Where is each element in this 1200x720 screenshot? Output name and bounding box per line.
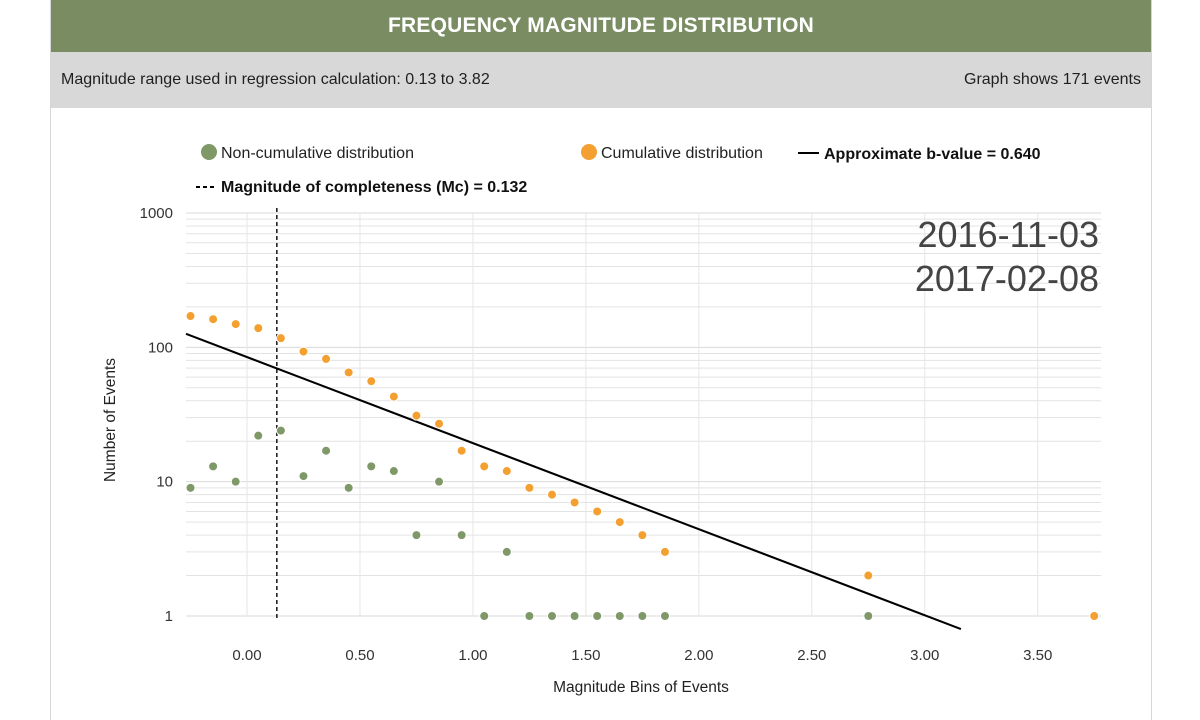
noncum-point [253,430,264,441]
cum-point [479,461,490,472]
legend-mc-label: Magnitude of completeness (Mc) = 0.132 [221,179,527,196]
cum-point [637,530,648,541]
x-tick-label: 3.50 [1023,647,1052,664]
cum-point [1089,611,1100,621]
noncum-point [592,611,603,621]
cum-point [208,314,219,325]
x-tick-label: 3.00 [910,647,939,664]
noncum-point [343,482,354,493]
x-tick-label: 2.50 [797,647,826,664]
y-tick-label: 1000 [140,205,173,222]
legend: Non-cumulative distribution Cumulative d… [196,144,1041,196]
noncum-point [388,466,399,477]
chart-panel: FREQUENCY MAGNITUDE DISTRIBUTION Magnitu… [50,0,1152,720]
y-tick-label: 1 [165,608,173,625]
noncum-point [298,471,309,482]
legend-noncum-marker [201,144,217,160]
info-bar: Magnitude range used in regression calcu… [51,52,1151,108]
cum-point [411,410,422,421]
noncum-point [569,611,580,621]
date-start: 2016-11-03 [918,214,1099,255]
noncum-point [501,546,512,557]
cum-series [185,311,1100,621]
noncum-point [230,476,241,487]
frequency-magnitude-chart: 0.00 0.50 1.00 1.50 2.00 2.50 3.00 3.50 1 10 100 10… [102,144,1101,696]
x-tick-label: 1.00 [458,647,487,664]
x-tick-label: 1.50 [571,647,600,664]
cum-point [366,376,377,387]
x-tick-label: 2.00 [684,647,713,664]
cum-point [388,391,399,402]
cum-point [230,319,241,330]
noncum-series [185,425,874,621]
cum-point [456,445,467,456]
cum-point [614,517,625,528]
cum-point [275,333,286,344]
noncum-point [456,530,467,541]
cum-point [298,346,309,357]
noncum-point [208,461,219,472]
x-tick-label: 0.00 [232,647,261,664]
noncum-point [863,611,874,621]
cum-point [569,497,580,508]
cum-point [185,311,196,322]
noncum-point [659,611,670,621]
cum-point [321,353,332,364]
cum-point [592,506,603,517]
cum-point [524,482,535,493]
noncum-point [366,461,377,472]
tick-labels: 0.00 0.50 1.00 1.50 2.00 2.50 3.00 3.50 1 10 100 10… [140,205,1053,664]
y-tick-label: 100 [148,339,173,356]
cum-point [434,418,445,429]
y-axis-title: Number of Events [102,358,119,482]
noncum-point [524,611,535,621]
noncum-point [321,445,332,456]
cum-point [501,466,512,477]
date-end: 2017-02-08 [915,258,1099,299]
noncum-point [411,530,422,541]
x-axis-title: Magnitude Bins of Events [553,679,729,696]
noncum-point [434,476,445,487]
noncum-point [614,611,625,621]
noncum-point [637,611,648,621]
legend-noncum-label: Non-cumulative distribution [221,145,414,162]
grid [186,212,1101,617]
cum-point [659,546,670,557]
noncum-point [185,482,196,493]
cum-point [547,489,557,500]
noncum-point [479,611,490,621]
cum-point [863,570,874,581]
x-tick-label: 0.50 [345,647,374,664]
noncum-point [547,611,557,621]
cum-point [343,367,354,378]
event-count-text: Graph shows 171 events [964,71,1141,88]
noncum-point [275,425,286,436]
fit-line [185,332,962,630]
legend-cum-label: Cumulative distribution [601,145,763,162]
legend-fit-label: Approximate b-value = 0.640 [824,146,1041,163]
regression-range-text: Magnitude range used in regression calcu… [61,71,490,88]
fit-line-group [185,332,962,630]
page-title: FREQUENCY MAGNITUDE DISTRIBUTION [51,0,1151,52]
cum-point [253,323,264,334]
legend-cum-marker [581,144,597,160]
y-tick-label: 10 [156,474,173,491]
